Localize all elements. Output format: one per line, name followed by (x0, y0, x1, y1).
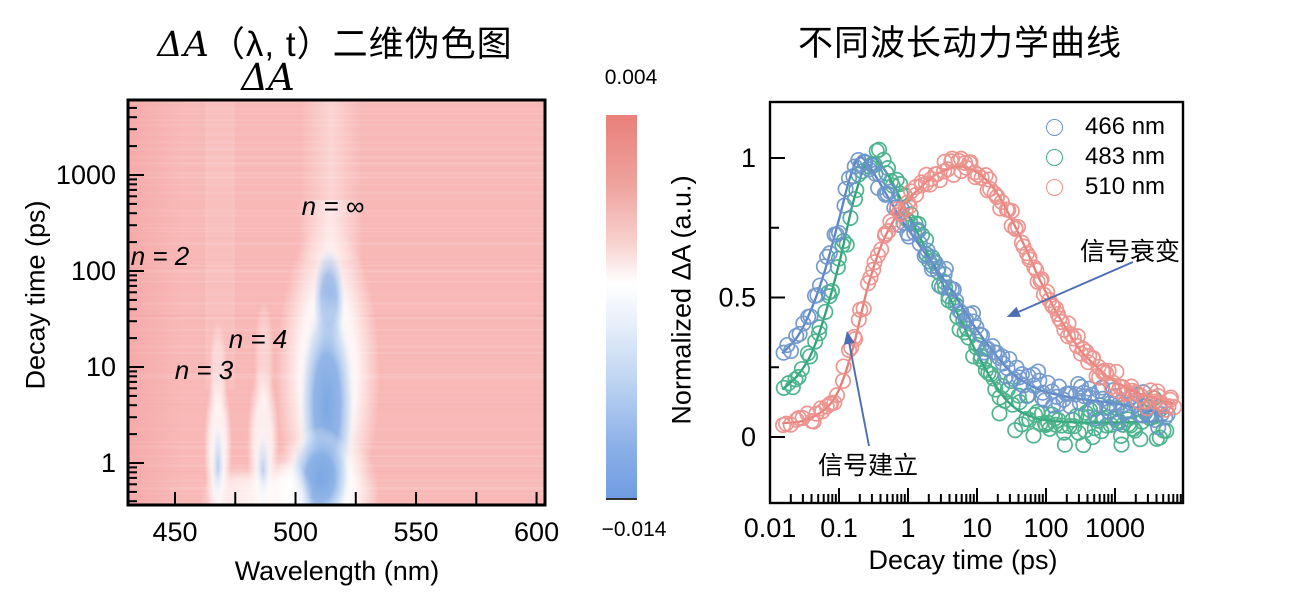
kinetics-tick-labels: 0.01 0.1 1 10 100 1000 0 0.5 1 (718, 143, 1145, 543)
heatmap-frame (126, 98, 547, 507)
heatmap-ylabel: Decay time (ps) (20, 200, 51, 390)
svg-text:100: 100 (1023, 513, 1068, 543)
svg-text:550: 550 (394, 517, 439, 547)
legend-swatch-circle (1046, 178, 1063, 196)
legend-label: 466 nm (1085, 113, 1166, 140)
heatmap-ticks (128, 106, 538, 505)
colorbar-max-label: 0.004 (604, 66, 658, 89)
annotation-n2: n = 2 (130, 241, 190, 271)
heatmap-tick-labels: 450 500 550 600 1 10 100 1000 (56, 160, 559, 547)
svg-text:0: 0 (741, 422, 756, 452)
kinetics-curves (775, 141, 1182, 454)
svg-text:10: 10 (86, 352, 116, 382)
heatmap-map-label: ΔA (241, 56, 295, 99)
annotation-n4: n = 4 (228, 324, 288, 354)
heatmap-title-cjk: 二维伪色图 (332, 25, 513, 64)
legend-swatch-circle (1046, 148, 1063, 166)
svg-text:500: 500 (273, 517, 318, 547)
annotation-n3: n = 3 (174, 355, 234, 385)
kinetics-ylabel: Normalized ΔA (a.u.) (666, 175, 697, 425)
heatmap-title: ΔA（λ, t）二维伪色图 (105, 16, 565, 67)
heatmap-image (128, 100, 545, 505)
svg-text:1000: 1000 (56, 160, 116, 190)
svg-text:450: 450 (152, 517, 197, 547)
annotation-arrow (1006, 261, 1134, 317)
scatter-510nm (775, 150, 1182, 434)
heatmap-plot: 450 500 550 600 1 10 100 1000 (56, 98, 559, 547)
svg-text:600: 600 (514, 517, 559, 547)
svg-text:0.1: 0.1 (820, 513, 858, 543)
annotation-arrow (843, 331, 870, 447)
legend-label: 510 nm (1085, 173, 1166, 200)
kinetics-ticks (769, 157, 1182, 503)
svg-text:0.5: 0.5 (718, 283, 756, 313)
heatmap-title-delta: ΔA (157, 25, 210, 65)
svg-text:1: 1 (741, 143, 756, 173)
annotation-n-infinity: n = ∞ (301, 191, 365, 221)
svg-text:100: 100 (71, 256, 116, 286)
annotation-signal-decay: 信号衰变 (1079, 238, 1180, 266)
legend-item: 483 nm (1046, 142, 1165, 172)
svg-text:10: 10 (962, 513, 992, 543)
heatmap-title-args: （λ, t） (209, 25, 333, 64)
kinetics-legend: 466 nm 483 nm 510 nm (1046, 112, 1165, 202)
kinetics-title: 不同波长动力学曲线 (797, 24, 1122, 63)
heatmap-xlabel: Wavelength (nm) (234, 556, 440, 586)
annotation-signal-buildup: 信号建立 (817, 452, 918, 480)
legend-item: 510 nm (1046, 172, 1165, 202)
svg-text:1: 1 (101, 448, 116, 478)
colorbar-min-label: −0.014 (601, 518, 667, 541)
legend-label: 483 nm (1085, 143, 1166, 170)
svg-text:0.01: 0.01 (744, 513, 797, 543)
legend-swatch-circle (1046, 118, 1063, 136)
colorbar (606, 115, 637, 500)
kinetics-plot: 0.01 0.1 1 10 100 1000 0 0.5 1 (718, 100, 1185, 543)
kinetics-xlabel: Decay time (ps) (868, 545, 1058, 575)
svg-text:1000: 1000 (1085, 513, 1145, 543)
legend-item: 466 nm (1046, 112, 1165, 142)
svg-text:1: 1 (900, 513, 915, 543)
